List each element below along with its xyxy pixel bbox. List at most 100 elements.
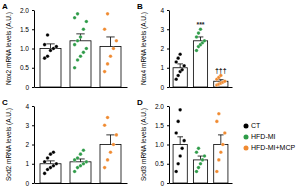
error-cap <box>106 134 114 135</box>
data-point <box>76 58 80 62</box>
bar <box>100 145 121 184</box>
y-tick-mark <box>167 164 169 165</box>
legend-swatch <box>244 135 249 140</box>
y-axis-title: Sod2 mRNA levels (A.U.) <box>5 108 13 181</box>
y-tick: 1.5 <box>20 26 34 33</box>
y-tick: 1 <box>25 160 34 167</box>
data-point <box>85 160 89 164</box>
data-point <box>115 39 119 43</box>
y-tick-mark <box>32 106 34 107</box>
panel-letter: B <box>137 2 143 11</box>
legend-swatch <box>244 124 249 129</box>
error-stem <box>80 159 81 162</box>
y-axis: 01234 <box>25 103 34 187</box>
y-tick-label: 1.0 <box>155 141 164 148</box>
legend-label: CT <box>251 122 261 129</box>
y-tick-mark <box>32 49 34 50</box>
data-point <box>79 54 83 58</box>
panel: ANox2 mRNA levels (A.U.)00.51.01.52.0 <box>2 2 128 91</box>
error-cap <box>218 79 224 80</box>
data-point <box>76 12 80 16</box>
x-axis-line <box>35 183 128 184</box>
y-axis-title: Sod3 mRNA levels (A.U.) <box>140 108 148 181</box>
data-point <box>112 47 116 51</box>
x-axis <box>170 183 233 184</box>
plot-area <box>173 108 228 183</box>
data-point <box>197 31 201 35</box>
y-tick: 1.0 <box>20 45 34 52</box>
y-tick: 4 <box>160 7 169 14</box>
y-tick: 1.0 <box>155 141 169 148</box>
error-cap <box>177 63 183 64</box>
y-tick-label: 0 <box>25 84 29 91</box>
y-tick: 0.5 <box>20 64 34 71</box>
annotation: *** <box>196 21 204 28</box>
plot-area <box>40 116 121 183</box>
y-axis-line <box>34 11 35 88</box>
y-tick-mark <box>32 183 34 184</box>
data-point <box>43 160 47 164</box>
data-point <box>46 156 50 160</box>
y-tick-label: 1 <box>25 160 29 167</box>
data-point <box>82 51 86 55</box>
data-point <box>174 60 178 64</box>
bar <box>173 68 187 87</box>
data-point <box>82 148 86 152</box>
data-point <box>174 131 178 135</box>
y-tick-mark <box>167 68 169 69</box>
data-point <box>55 45 59 49</box>
legend-label: HFD-MI+MCP <box>251 144 295 151</box>
error-cap <box>76 33 84 34</box>
data-point <box>197 166 201 170</box>
data-point <box>109 150 113 154</box>
y-tick: 1.5 <box>155 122 169 129</box>
y-tick: 0 <box>25 180 34 187</box>
data-point <box>178 108 182 112</box>
x-axis-line <box>170 183 233 184</box>
data-point <box>85 47 89 51</box>
data-point <box>109 54 113 58</box>
y-tick-label: 0 <box>25 180 29 187</box>
data-point <box>85 20 89 24</box>
error-cap <box>198 36 204 37</box>
y-tick-mark <box>32 145 34 146</box>
error-stem <box>180 137 181 145</box>
y-tick-label: 1.5 <box>20 26 29 33</box>
y-tick-mark <box>167 183 169 184</box>
data-point <box>203 154 207 158</box>
data-point <box>79 35 83 39</box>
data-point <box>106 116 110 120</box>
bar <box>214 145 228 184</box>
error-bar <box>106 37 114 47</box>
data-point <box>43 172 47 176</box>
y-tick-label: 2.0 <box>20 7 29 14</box>
y-axis: 0 0.5 1.0 1.5 2.0 <box>155 103 170 187</box>
error-cap <box>46 160 54 161</box>
bar <box>173 145 187 184</box>
y-axis-title: Nox4 mRNA levels (A.U.) <box>140 12 148 85</box>
y-tick: 0.5 <box>155 160 169 167</box>
y-tick-label: 1.5 <box>155 122 164 129</box>
y-tick: 0 <box>160 180 169 187</box>
data-point <box>176 74 180 78</box>
y-tick-label: 2 <box>25 141 29 148</box>
legend: CTHFD-MIHFD-MI+MCP <box>244 122 296 151</box>
panel-letter: A <box>2 2 8 11</box>
y-tick: 2.0 <box>155 103 169 110</box>
error-stem <box>50 161 51 164</box>
data-point <box>182 139 186 143</box>
y-tick-label: 1.0 <box>20 45 29 52</box>
x-axis-line <box>170 87 233 88</box>
data-point <box>223 79 227 83</box>
data-point <box>73 16 77 20</box>
data-point <box>46 33 50 37</box>
y-tick-mark <box>167 29 169 30</box>
y-tick-mark <box>167 145 169 146</box>
x-axis <box>170 87 233 88</box>
data-point <box>221 143 225 147</box>
bar <box>40 49 61 88</box>
data-point <box>215 120 219 124</box>
legend-swatch <box>244 146 249 151</box>
error-stem <box>180 64 181 68</box>
data-point <box>115 133 119 137</box>
